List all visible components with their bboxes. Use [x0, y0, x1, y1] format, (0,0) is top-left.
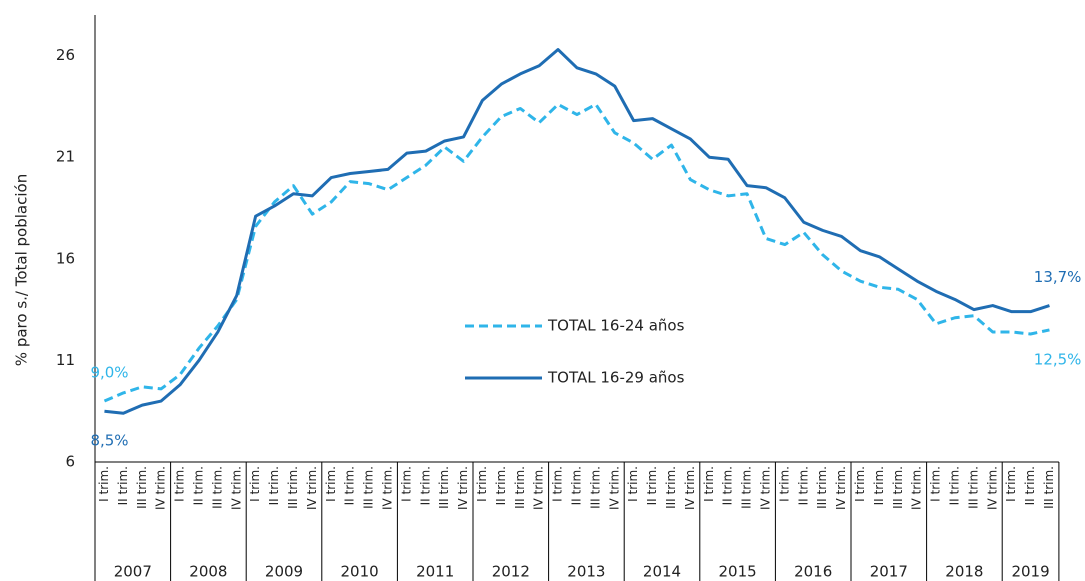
x-tick-label: I trim. — [626, 466, 640, 502]
x-tick-label: IV trim. — [834, 466, 848, 510]
x-tick-label: II trim. — [721, 466, 735, 505]
year-label: 2012 — [492, 563, 530, 581]
legend-label: TOTAL 16-29 años — [547, 369, 685, 387]
x-tick-label: IV trim. — [154, 466, 168, 510]
y-tick-label: 16 — [56, 249, 75, 267]
x-tick-label: III trim. — [740, 466, 754, 509]
x-tick-label: I trim. — [97, 466, 111, 502]
x-tick-label: III trim. — [513, 466, 527, 509]
line-series — [103, 102, 1050, 403]
x-tick-label: III trim. — [815, 466, 829, 509]
x-tick-label: I trim. — [173, 466, 187, 502]
x-tick-label: III trim. — [1042, 466, 1056, 509]
x-tick-label: II trim. — [645, 466, 659, 505]
legend-label: TOTAL 16-24 años — [547, 317, 685, 335]
x-tick-label: I trim. — [551, 466, 565, 502]
x-tick-label: I trim. — [1004, 466, 1018, 502]
y-axis-label: % paro s./ Total población — [13, 174, 31, 366]
x-tick-label: I trim. — [324, 466, 338, 502]
y-tick-label: 6 — [65, 453, 75, 471]
year-label: 2018 — [945, 563, 983, 581]
x-tick-label: II trim. — [267, 466, 281, 505]
x-tick-label: III trim. — [588, 466, 602, 509]
year-label: 2016 — [794, 563, 832, 581]
x-tick-label: III trim. — [362, 466, 376, 509]
year-label: 2008 — [189, 563, 227, 581]
x-tick-label: III trim. — [437, 466, 451, 509]
year-label: 2010 — [341, 563, 379, 581]
year-label: 2015 — [719, 563, 757, 581]
data-label: 9,0% — [90, 364, 128, 382]
x-tick-label: III trim. — [135, 466, 149, 509]
x-tick-label: II trim. — [1023, 466, 1037, 505]
x-tick-label: III trim. — [210, 466, 224, 509]
x-tick-label: I trim. — [929, 466, 943, 502]
y-tick-label: 11 — [56, 351, 75, 369]
x-tick-label: III trim. — [286, 466, 300, 509]
x-tick-label: III trim. — [891, 466, 905, 509]
year-label: 2009 — [265, 563, 303, 581]
x-tick-label: II trim. — [872, 466, 886, 505]
x-tick-label: I trim. — [475, 466, 489, 502]
y-tick-label: 21 — [56, 148, 75, 166]
data-label: 13,7% — [1034, 268, 1082, 286]
year-label: 2011 — [416, 563, 454, 581]
x-tick-label: I trim. — [853, 466, 867, 502]
x-tick-label: IV trim. — [532, 466, 546, 510]
line-series — [104, 48, 1050, 415]
year-label: 2013 — [567, 563, 605, 581]
y-tick-label: 26 — [56, 46, 75, 64]
x-tick-label: IV trim. — [910, 466, 924, 510]
x-tick-label: IV trim. — [229, 466, 243, 510]
x-tick-label: I trim. — [777, 466, 791, 502]
x-tick-label: II trim. — [569, 466, 583, 505]
year-label: 2014 — [643, 563, 681, 581]
x-tick-label: IV trim. — [305, 466, 319, 510]
x-tick-label: II trim. — [494, 466, 508, 505]
x-tick-label: I trim. — [702, 466, 716, 502]
x-tick-label: IV trim. — [456, 466, 470, 510]
x-tick-label: IV trim. — [683, 466, 697, 510]
year-label: 2007 — [114, 563, 152, 581]
x-tick-label: III trim. — [664, 466, 678, 509]
x-tick-label: IV trim. — [985, 466, 999, 510]
x-tick-label: I trim. — [399, 466, 413, 502]
x-tick-label: II trim. — [418, 466, 432, 505]
x-tick-label: II trim. — [947, 466, 961, 505]
x-tick-label: II trim. — [116, 466, 130, 505]
x-tick-label: I trim. — [248, 466, 262, 502]
year-label: 2017 — [870, 563, 908, 581]
year-label: 2019 — [1011, 563, 1049, 581]
x-tick-label: IV trim. — [380, 466, 394, 510]
x-tick-label: II trim. — [343, 466, 357, 505]
x-tick-label: II trim. — [191, 466, 205, 505]
x-tick-label: IV trim. — [758, 466, 772, 510]
x-tick-label: III trim. — [966, 466, 980, 509]
data-label: 8,5% — [90, 432, 128, 450]
x-tick-label: IV trim. — [607, 466, 621, 510]
data-label: 12,5% — [1034, 350, 1082, 368]
x-tick-label: II trim. — [796, 466, 810, 505]
